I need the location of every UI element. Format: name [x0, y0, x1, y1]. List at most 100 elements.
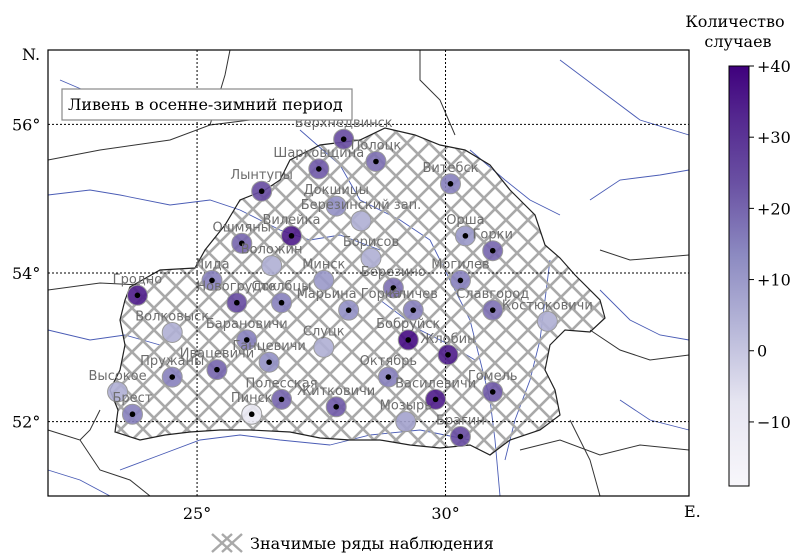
station-marker: Гродно [113, 272, 162, 306]
station-label: Костюковичи [502, 298, 593, 313]
significance-dot [489, 389, 496, 395]
significance-dot [278, 396, 285, 403]
station-label: Полесская [246, 376, 318, 391]
station-marker: Витебск [423, 161, 479, 195]
graticule [48, 50, 689, 496]
station-label: Брагин [436, 414, 485, 429]
station-value-circle [161, 321, 183, 343]
significance-dot [288, 233, 295, 239]
station-label: Ошмяны [213, 220, 272, 235]
station-marker: Марьина Горка [297, 287, 401, 321]
station-label: Орша [446, 213, 484, 228]
station-value-circle [261, 255, 283, 277]
station-label: Барановичи [206, 317, 288, 332]
station-value-circle [536, 310, 558, 332]
station-marker: Кличев [389, 287, 438, 321]
station-label: Витебск [423, 161, 479, 176]
station-label: Бобруйск [376, 317, 440, 332]
station-label: Брест [113, 391, 153, 406]
station-marker: Ганцевичи [232, 339, 306, 373]
station-label: Вилейка [263, 213, 321, 228]
station-marker: Ошмяны [213, 220, 272, 254]
significance-dot [462, 233, 469, 239]
station-marker: Борисов [343, 235, 399, 269]
significance-dot [214, 366, 220, 373]
station-marker: Могилев [431, 257, 490, 291]
station-value-circle [360, 247, 382, 269]
station-marker: Полесская [246, 376, 318, 410]
station-marker: Пинск [231, 391, 273, 425]
station-marker: Волковыск [135, 309, 209, 343]
significance-dot [248, 411, 255, 418]
station-marker: Березино [361, 265, 426, 299]
station-label: Пинск [231, 391, 273, 406]
significance-dot [129, 411, 136, 418]
station-marker: Славгород [456, 287, 529, 321]
significance-dot [390, 285, 397, 291]
station-marker: Октябрь [360, 354, 417, 388]
map-title-box [61, 88, 353, 121]
station-marker: Житковичи [297, 384, 375, 418]
station-label: Ивацевичи [180, 347, 254, 362]
station-marker: Брест [113, 391, 153, 425]
station-label: Докшицы [303, 183, 368, 198]
lat-axis-label: N. [22, 45, 40, 64]
station-label: Октябрь [360, 354, 417, 369]
significance-dot [445, 351, 451, 358]
station-marker: Брагин [436, 414, 485, 448]
station-label: Могилев [431, 257, 489, 272]
significance-dot [489, 247, 496, 254]
lon-tick-25: 25° [183, 504, 211, 523]
colorbar-title-line1: Количество [685, 12, 784, 31]
colorbar-tick-label: +40 [757, 57, 791, 76]
station-label: Высокое [89, 369, 147, 384]
station-label: Березинский зап. [301, 198, 422, 213]
station-label: Шарковщина [273, 146, 364, 161]
colorbar-ticks: +40 +30 +20 +10 0 −10 [749, 57, 791, 432]
significance-dot [169, 374, 176, 380]
station-label: Марьина Горка [297, 287, 401, 302]
station-label: Воложин [241, 243, 303, 258]
station-label: Новогрудок [196, 280, 277, 295]
station-marker: Пружаны [140, 354, 204, 388]
station-marker: Василевичи [395, 376, 476, 410]
station-marker: Мозырь [380, 399, 432, 433]
significance-dot [457, 277, 464, 284]
station-label: Ганцевичи [232, 339, 305, 354]
station-marker: Гомель [468, 369, 518, 403]
station-value-circle [313, 336, 335, 358]
station-marker: Жлобин [420, 332, 476, 366]
station-marker: Лида [194, 257, 230, 291]
colorbar-tick-label: +20 [757, 199, 791, 218]
station-marker: Докшицы [303, 183, 369, 217]
station-marker: Горки [473, 228, 513, 262]
station-marker: Ивацевичи [180, 347, 254, 381]
station-label: Жлобин [420, 332, 475, 347]
station-marker: Барановичи [206, 317, 288, 351]
significance-dot [243, 337, 250, 343]
station-marker: Орша [446, 213, 485, 247]
colorbar-tick-label: −10 [757, 413, 791, 432]
belarus-boundary [109, 127, 606, 456]
station-marker: Полоцк [351, 139, 402, 172]
significance-dot [234, 299, 240, 306]
significance-dot [340, 136, 347, 142]
station-label: Полоцк [351, 139, 402, 154]
significance-dot [447, 181, 454, 187]
colorbar-title-line2: случаев [704, 32, 771, 51]
significance-dot [410, 307, 417, 313]
lat-tick-52: 52° [12, 413, 40, 432]
station-marker: Новогрудок [196, 280, 277, 314]
station-marker: Лынтупы [230, 168, 293, 202]
station-label: Слуцк [303, 324, 345, 339]
station-marker: Шарковщина [273, 146, 364, 180]
station-label: Кличев [389, 287, 438, 302]
station-marker: Бобруйск [376, 317, 441, 351]
station-label: Славгород [456, 287, 529, 302]
significance-dot [258, 188, 265, 195]
station-label: Лида [194, 257, 229, 272]
station-value-circle [325, 195, 347, 217]
station-label: Борисов [343, 235, 399, 250]
lon-tick-30: 30° [431, 504, 459, 523]
station-label: Мозырь [380, 399, 432, 414]
